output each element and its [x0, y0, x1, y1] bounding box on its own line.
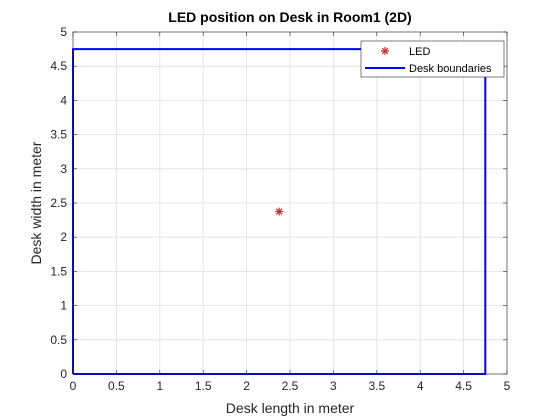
y-tick-label: 3.5	[50, 128, 67, 142]
y-tick-label: 0.5	[50, 333, 67, 347]
y-axis-label: Desk width in meter	[28, 141, 44, 264]
x-tick-label: 2	[243, 379, 250, 393]
y-tick-label: 1.5	[50, 264, 67, 278]
legend-label: LED	[409, 46, 430, 58]
x-tick-label: 1.5	[195, 379, 212, 393]
y-tick-label: 5	[60, 25, 67, 39]
x-tick-label: 5	[504, 379, 511, 393]
x-tick-label: 3.5	[368, 379, 385, 393]
y-tick-label: 4.5	[50, 59, 67, 73]
y-tick-label: 0	[60, 367, 67, 381]
x-tick-label: 4	[417, 379, 424, 393]
y-tick-label: 2.5	[50, 196, 67, 210]
x-tick-label: 4.5	[455, 379, 472, 393]
legend: LED Desk boundaries	[361, 41, 504, 77]
legend-label: Desk boundaries	[409, 63, 492, 75]
y-tick-label: 4	[60, 93, 67, 107]
x-tick-label: 3	[330, 379, 337, 393]
x-axis-label: Desk length in meter	[226, 400, 355, 416]
x-tick-label: 0	[70, 379, 77, 393]
chart-title: LED position on Desk in Room1 (2D)	[168, 9, 411, 25]
x-tick-label: 0.5	[108, 379, 125, 393]
y-tick-label: 1	[60, 299, 67, 313]
x-tick-label: 2.5	[282, 379, 299, 393]
y-tick-label: 2	[60, 230, 67, 244]
legend-led-marker	[381, 47, 389, 55]
led-marker	[275, 208, 283, 216]
x-tick-label: 1	[156, 379, 163, 393]
y-tick-label: 3	[60, 162, 67, 176]
